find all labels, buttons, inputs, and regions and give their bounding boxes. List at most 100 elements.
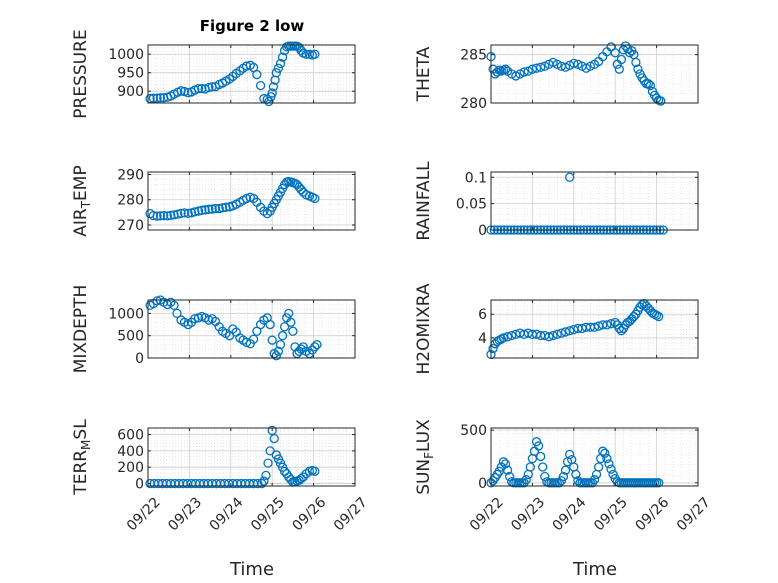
data-point (606, 464, 616, 474)
data-point (604, 459, 614, 469)
data-point (217, 203, 228, 213)
data-point (152, 211, 162, 221)
figure-title: Figure 2 low (200, 17, 305, 35)
data-point (631, 57, 641, 68)
data-point (210, 203, 221, 214)
data-point (620, 41, 631, 51)
data-point (200, 205, 210, 215)
data-point (169, 210, 179, 220)
data-point (284, 308, 294, 319)
data-point (633, 64, 643, 74)
data-point (255, 80, 266, 91)
data-point (500, 64, 511, 74)
data-point (166, 210, 176, 221)
data-point (645, 80, 656, 91)
data-point (155, 211, 166, 221)
data-point (531, 63, 542, 73)
data-point (176, 208, 186, 219)
subplot-air_temp: 270 280 290 AIRTEMP (71, 165, 356, 237)
data-point (610, 48, 620, 58)
data-point (502, 332, 513, 342)
data-point (498, 333, 509, 343)
data-point (589, 322, 600, 332)
data-point (197, 205, 207, 215)
data-point (560, 327, 571, 337)
plot-area (148, 45, 355, 103)
y-tick-label: 400 (117, 444, 144, 460)
data-point (204, 204, 214, 214)
y-tick-label: 500 (460, 423, 487, 439)
data-point (197, 83, 207, 94)
y-tick-label: 285 (460, 48, 487, 64)
data-point (310, 466, 320, 476)
data-point (536, 62, 546, 72)
data-point (253, 478, 263, 489)
data-point (152, 93, 162, 103)
axes-box (147, 171, 356, 231)
data-point (589, 475, 600, 485)
y-tick-label: 270 (117, 218, 144, 234)
series-markers (145, 41, 320, 107)
data-point (606, 319, 616, 329)
y-tick-label: 200 (117, 460, 144, 476)
data-point (172, 308, 182, 319)
data-point (179, 86, 190, 97)
y-axis-label: SUNFLUX (414, 419, 436, 495)
data-point (252, 69, 262, 80)
data-point (552, 329, 562, 339)
data-point (162, 211, 173, 221)
y-tick-label: 500 (117, 329, 144, 345)
data-point (565, 326, 575, 336)
data-point (492, 67, 502, 77)
data-point (519, 67, 529, 77)
plot-area (491, 45, 698, 103)
data-point (614, 64, 624, 74)
y-tick-label: 0 (478, 476, 487, 492)
y-tick-label: 290 (117, 168, 144, 184)
data-point (264, 96, 274, 107)
y-tick-label: 280 (460, 96, 487, 112)
data-point (571, 469, 581, 480)
y-tick-label: 1000 (108, 306, 144, 322)
subplot-theta: 280 285 THETA (414, 41, 699, 112)
data-point (267, 425, 277, 436)
data-point (307, 345, 318, 355)
data-point (273, 63, 284, 73)
data-point (286, 317, 296, 327)
series-markers (145, 176, 320, 221)
data-point (602, 320, 612, 330)
data-point (312, 339, 322, 350)
data-point (193, 83, 204, 94)
axes-box (147, 299, 356, 359)
y-axis-label: THETA (414, 46, 434, 102)
y-tick-label: 600 (117, 428, 144, 444)
data-point (267, 88, 277, 98)
y-axis-label: PRESSURE (71, 29, 91, 118)
data-point (207, 204, 217, 214)
data-point (565, 449, 575, 460)
data-point (498, 457, 509, 467)
data-point (159, 210, 169, 221)
data-point (296, 473, 306, 484)
y-axis-label: AIRTEMP (71, 165, 93, 236)
data-point (554, 478, 564, 488)
grid (490, 300, 699, 359)
data-point (248, 334, 259, 344)
data-point (221, 202, 231, 212)
series-markers (486, 41, 666, 106)
data-point (488, 343, 498, 354)
data-point (560, 465, 571, 475)
data-point (148, 93, 159, 103)
data-point (548, 330, 558, 341)
data-point (310, 342, 320, 352)
data-point (569, 58, 579, 69)
data-point (538, 462, 548, 472)
y-tick-label: 4 (478, 331, 487, 347)
data-point (269, 433, 279, 444)
y-tick-label: 1000 (108, 47, 144, 63)
data-point (241, 61, 252, 71)
data-point (651, 310, 662, 321)
plot-area (491, 172, 698, 230)
data-point (565, 172, 575, 182)
data-point (527, 64, 538, 74)
